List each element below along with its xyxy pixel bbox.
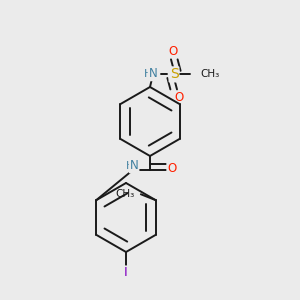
Text: O: O — [175, 91, 184, 104]
Text: CH₃: CH₃ — [115, 189, 134, 199]
Text: H: H — [126, 161, 134, 171]
Text: N: N — [130, 159, 139, 172]
Text: S: S — [169, 68, 178, 81]
Text: I: I — [124, 266, 128, 280]
Text: O: O — [169, 45, 178, 58]
Text: H: H — [144, 69, 152, 79]
Text: O: O — [167, 162, 176, 176]
Text: CH₃: CH₃ — [200, 69, 219, 80]
Text: N: N — [148, 67, 158, 80]
